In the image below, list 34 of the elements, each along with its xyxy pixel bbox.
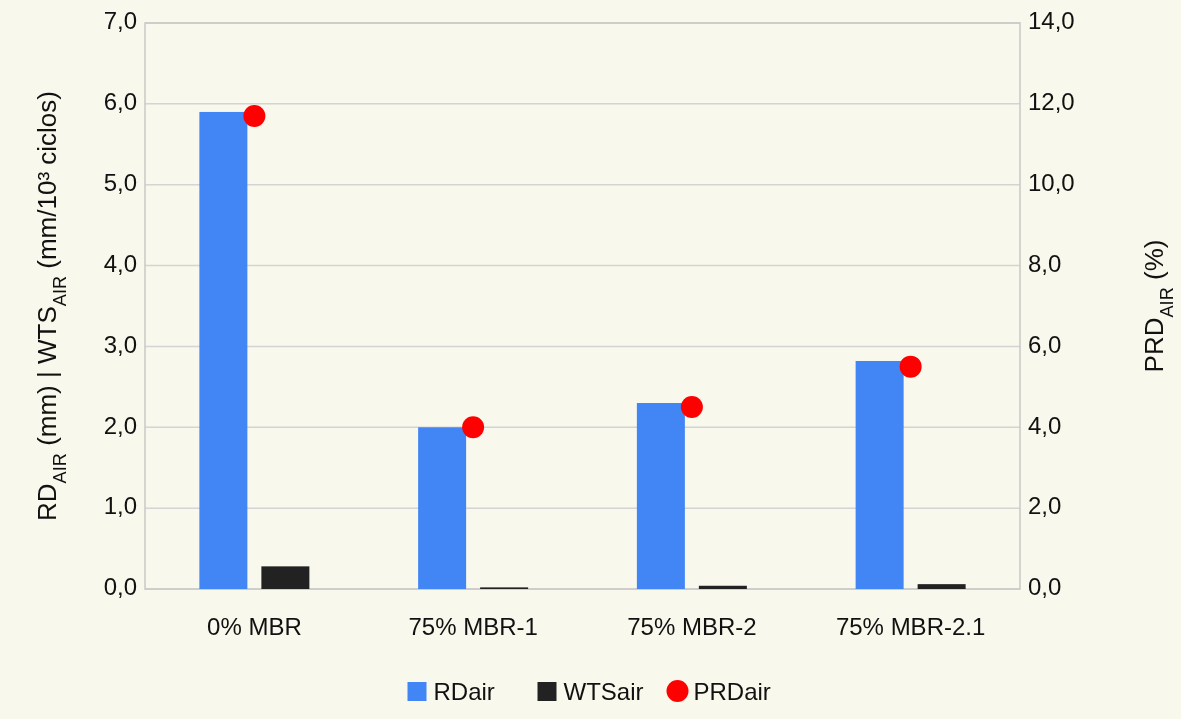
bar bbox=[855, 360, 904, 589]
point bbox=[899, 355, 922, 378]
bar bbox=[199, 111, 248, 589]
bar bbox=[636, 403, 685, 589]
y-tick-label: 6,0 bbox=[103, 88, 137, 116]
y2-tick-label: 2,0 bbox=[1028, 492, 1062, 520]
point bbox=[462, 416, 485, 439]
y-tick-label: 3,0 bbox=[103, 330, 137, 358]
legend-label: PRDair bbox=[693, 678, 771, 705]
y2-tick-label: 14,0 bbox=[1028, 7, 1075, 35]
y2-tick-label: 4,0 bbox=[1028, 411, 1062, 439]
x-tick-label: 75% MBR-1 bbox=[408, 613, 538, 640]
y-tick-label: 7,0 bbox=[103, 7, 137, 35]
bar bbox=[698, 585, 747, 589]
point bbox=[680, 396, 703, 419]
bar bbox=[418, 427, 467, 589]
x-tick-label: 75% MBR-2.1 bbox=[835, 613, 986, 640]
bar bbox=[917, 584, 966, 589]
y2-tick-label: 12,0 bbox=[1028, 88, 1075, 116]
y-tick-label: 1,0 bbox=[103, 492, 137, 520]
y2-tick-label: 8,0 bbox=[1028, 249, 1062, 277]
y2-tick-label: 10,0 bbox=[1028, 169, 1075, 197]
legend-label: WTSair bbox=[563, 678, 644, 705]
y-tick-label: 2,0 bbox=[103, 411, 137, 439]
point bbox=[243, 104, 266, 127]
x-tick-label: 0% MBR bbox=[207, 613, 302, 640]
y2-tick-label: 0,0 bbox=[1028, 573, 1062, 601]
legend-label: RDair bbox=[433, 678, 495, 705]
y-tick-label: 0,0 bbox=[103, 573, 137, 601]
y-tick-label: 5,0 bbox=[103, 169, 137, 197]
y2-tick-label: 6,0 bbox=[1028, 330, 1062, 358]
y-tick-label: 4,0 bbox=[103, 249, 137, 277]
x-tick-label: 75% MBR-2 bbox=[627, 613, 757, 640]
bar bbox=[261, 566, 310, 589]
